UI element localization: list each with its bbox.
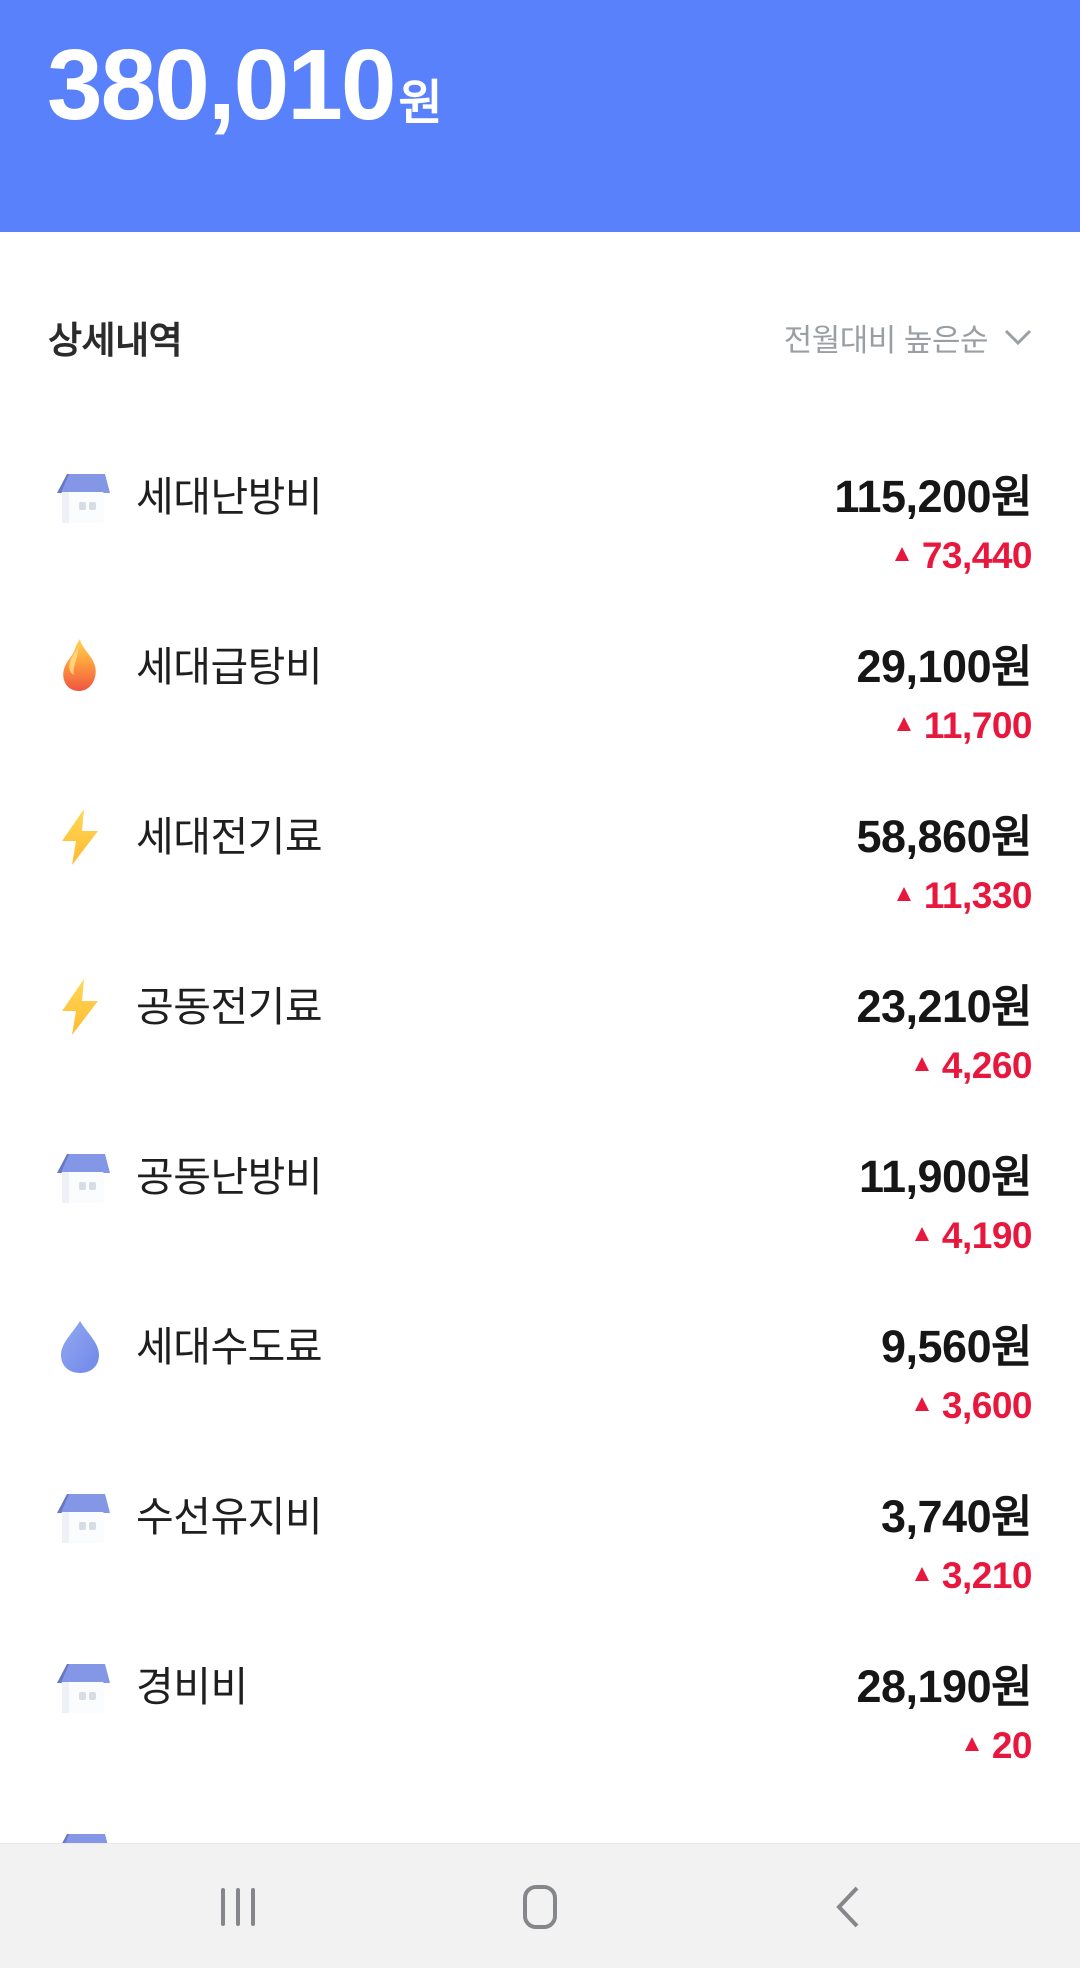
list-item-security[interactable]: 경비비 28,190원 ▲ 20 (48, 1655, 1033, 1825)
sort-dropdown[interactable]: 전월대비 높은순 (784, 315, 1032, 360)
water-drop-icon (48, 1315, 112, 1379)
fee-change: ▲ 4,190 (910, 1213, 1032, 1259)
fee-amount: 58,860원 (856, 811, 1032, 862)
home-button[interactable] (480, 1844, 600, 1968)
total-header: 380,010원 (0, 0, 1080, 232)
fee-label: 수선유지비 (136, 1494, 323, 1540)
house-icon (48, 1655, 112, 1719)
fee-change: ▲ 73,440 (890, 533, 1032, 579)
house-icon (48, 1825, 112, 1843)
fee-change: ▲ 3,210 (910, 1553, 1032, 1599)
fee-change: ▲ 11,330 (892, 873, 1032, 919)
list-item-water[interactable]: 세대수도료 9,560원 ▲ 3,600 (48, 1315, 1033, 1485)
fee-amount: 9,560원 (880, 1321, 1033, 1372)
fee-amount: 11,900원 (858, 1151, 1033, 1202)
fee-change-value: 3,210 (941, 1555, 1033, 1596)
fee-change-value: 4,260 (941, 1045, 1033, 1086)
fee-amount: 115,200원 (834, 471, 1032, 522)
increase-arrow-icon: ▲ (910, 1220, 934, 1247)
android-nav-bar (0, 1843, 1080, 1968)
increase-arrow-icon: ▲ (892, 710, 916, 737)
fee-label: 세대수도료 (136, 1324, 323, 1370)
fee-change-value: 3,600 (941, 1385, 1033, 1426)
fee-amount: 3,740원 (880, 1491, 1033, 1542)
fee-amount: 28,190원 (856, 1661, 1032, 1712)
sort-label: 전월대비 높은순 (783, 322, 989, 358)
section-title: 상세내역 (48, 320, 183, 361)
fee-change: ▲ 3,600 (910, 1383, 1032, 1429)
lightning-icon (48, 975, 112, 1039)
fee-change-value: 11,330 (923, 875, 1033, 916)
total-amount: 380,010원 (47, 30, 1080, 140)
list-item-common-electric[interactable]: 공동전기료 23,210원 ▲ 4,260 (48, 975, 1033, 1145)
fee-label: 세대전기료 (136, 814, 323, 860)
fee-label: 세대난방비 (136, 474, 323, 520)
fee-change: ▲ 11,700 (892, 703, 1032, 749)
fee-list: 세대난방비 115,200원 ▲ 73,440 세대급탕비 (48, 465, 1033, 1843)
fee-amount: 29,100원 (856, 641, 1032, 692)
recents-icon (221, 1887, 255, 1926)
increase-arrow-icon: ▲ (960, 1730, 984, 1757)
increase-arrow-icon: ▲ (910, 1560, 934, 1587)
section-header: 상세내역 전월대비 높은순 (48, 232, 1032, 364)
lightning-icon (48, 805, 112, 869)
house-icon (48, 1485, 112, 1549)
fee-change-value: 11,700 (923, 705, 1033, 746)
increase-arrow-icon: ▲ (910, 1390, 934, 1417)
list-item-common-heating[interactable]: 공동난방비 11,900원 ▲ 4,190 (48, 1145, 1033, 1315)
fee-label: 세대급탕비 (136, 644, 323, 690)
fee-amount: 23,210원 (856, 981, 1032, 1032)
list-item-hot-water[interactable]: 세대급탕비 29,100원 ▲ 11,700 (48, 635, 1033, 805)
fee-change-value: 4,190 (941, 1215, 1033, 1256)
fee-change-value: 73,440 (921, 535, 1033, 576)
fee-change: ▲ 20 (960, 1723, 1032, 1769)
list-item-partial (48, 1825, 1032, 1843)
list-item-repair[interactable]: 수선유지비 3,740원 ▲ 3,210 (48, 1485, 1033, 1655)
house-icon (48, 1145, 112, 1209)
back-button[interactable] (788, 1844, 908, 1968)
list-item-heating[interactable]: 세대난방비 115,200원 ▲ 73,440 (48, 465, 1033, 635)
fee-label: 공동난방비 (136, 1154, 323, 1200)
recents-button[interactable] (178, 1844, 298, 1968)
list-item-electric[interactable]: 세대전기료 58,860원 ▲ 11,330 (48, 805, 1033, 975)
currency-suffix: 원 (398, 77, 443, 130)
increase-arrow-icon: ▲ (890, 540, 914, 567)
home-icon (523, 1884, 557, 1929)
back-icon (836, 1886, 859, 1927)
house-icon (48, 465, 112, 529)
flame-icon (48, 635, 112, 699)
total-amount-value: 380,010 (47, 29, 396, 141)
chevron-down-icon (1004, 329, 1032, 346)
content-area: 상세내역 전월대비 높은순 세대난방비 115,200원 (0, 232, 1080, 1843)
increase-arrow-icon: ▲ (892, 880, 916, 907)
fee-change: ▲ 4,260 (910, 1043, 1032, 1089)
fee-label: 공동전기료 (136, 984, 323, 1030)
fee-label: 경비비 (136, 1664, 248, 1710)
increase-arrow-icon: ▲ (910, 1050, 934, 1077)
fee-change-value: 20 (991, 1725, 1033, 1766)
